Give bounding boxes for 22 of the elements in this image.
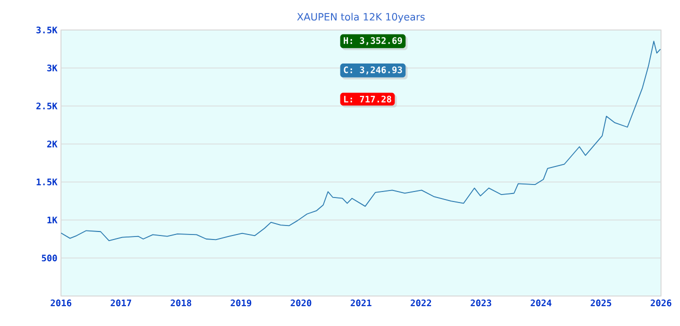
- x-tick-label: 2020: [290, 300, 312, 306]
- y-tick-label: 2.5K: [36, 102, 58, 110]
- x-tick-label: 2022: [410, 300, 432, 306]
- y-tick-label: 3.5K: [36, 26, 58, 34]
- x-tick-label: 2016: [50, 300, 72, 306]
- y-tick-label: 3K: [47, 64, 58, 72]
- annotation: H: 3,352.69: [344, 37, 402, 46]
- x-tick-label: 2021: [350, 300, 372, 306]
- y-tick-label: 1.5K: [36, 178, 58, 186]
- x-tick-label: 2026: [650, 300, 672, 306]
- y-tick-label: 2K: [47, 140, 58, 148]
- y-tick-label: 1K: [48, 216, 58, 224]
- x-tick-label: 2019: [230, 300, 252, 306]
- x-tick-label: 2023: [470, 300, 492, 306]
- annotation: C: 3,246.93: [344, 66, 402, 74]
- x-tick-label: 2024: [530, 300, 552, 306]
- y-tick-label: 500: [42, 254, 57, 262]
- x-tick-label: 2025: [590, 300, 612, 306]
- x-tick-label: 2018: [170, 300, 192, 306]
- annotation: L: 717.28: [344, 96, 392, 102]
- x-tick-label: 2017: [110, 300, 132, 306]
- chart-title: XAUPEN tola 12K 10years: [297, 12, 425, 23]
